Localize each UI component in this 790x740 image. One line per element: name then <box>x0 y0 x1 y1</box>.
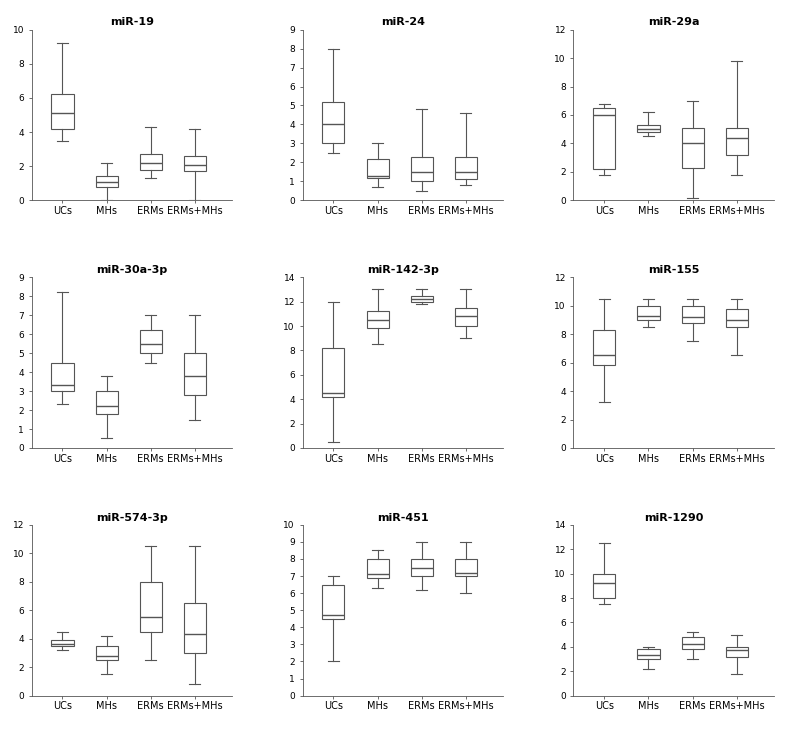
Title: miR-19: miR-19 <box>110 18 154 27</box>
Title: miR-142-3p: miR-142-3p <box>367 265 438 275</box>
PathPatch shape <box>140 154 162 169</box>
Title: miR-24: miR-24 <box>381 18 425 27</box>
PathPatch shape <box>51 363 73 391</box>
Title: miR-451: miR-451 <box>377 513 429 522</box>
PathPatch shape <box>682 306 704 323</box>
PathPatch shape <box>184 603 206 653</box>
Title: miR-1290: miR-1290 <box>644 513 704 522</box>
PathPatch shape <box>726 309 747 327</box>
PathPatch shape <box>96 646 118 660</box>
Title: miR-574-3p: miR-574-3p <box>96 513 167 522</box>
PathPatch shape <box>51 640 73 646</box>
PathPatch shape <box>726 128 747 155</box>
PathPatch shape <box>593 330 615 366</box>
PathPatch shape <box>638 306 660 320</box>
PathPatch shape <box>322 101 344 144</box>
PathPatch shape <box>140 330 162 353</box>
PathPatch shape <box>455 308 477 326</box>
Title: miR-30a-3p: miR-30a-3p <box>96 265 167 275</box>
PathPatch shape <box>638 125 660 132</box>
PathPatch shape <box>682 128 704 168</box>
PathPatch shape <box>184 156 206 172</box>
PathPatch shape <box>367 312 389 329</box>
PathPatch shape <box>455 157 477 180</box>
PathPatch shape <box>322 585 344 619</box>
PathPatch shape <box>367 559 389 578</box>
PathPatch shape <box>682 637 704 649</box>
Title: miR-155: miR-155 <box>648 265 699 275</box>
PathPatch shape <box>593 108 615 169</box>
PathPatch shape <box>726 647 747 656</box>
PathPatch shape <box>322 348 344 397</box>
PathPatch shape <box>96 391 118 414</box>
PathPatch shape <box>140 582 162 631</box>
PathPatch shape <box>411 295 433 302</box>
PathPatch shape <box>638 649 660 659</box>
PathPatch shape <box>51 95 73 129</box>
PathPatch shape <box>455 559 477 576</box>
PathPatch shape <box>411 157 433 181</box>
PathPatch shape <box>96 176 118 186</box>
PathPatch shape <box>367 158 389 178</box>
PathPatch shape <box>411 559 433 576</box>
PathPatch shape <box>184 353 206 395</box>
Title: miR-29a: miR-29a <box>648 18 700 27</box>
PathPatch shape <box>593 574 615 598</box>
